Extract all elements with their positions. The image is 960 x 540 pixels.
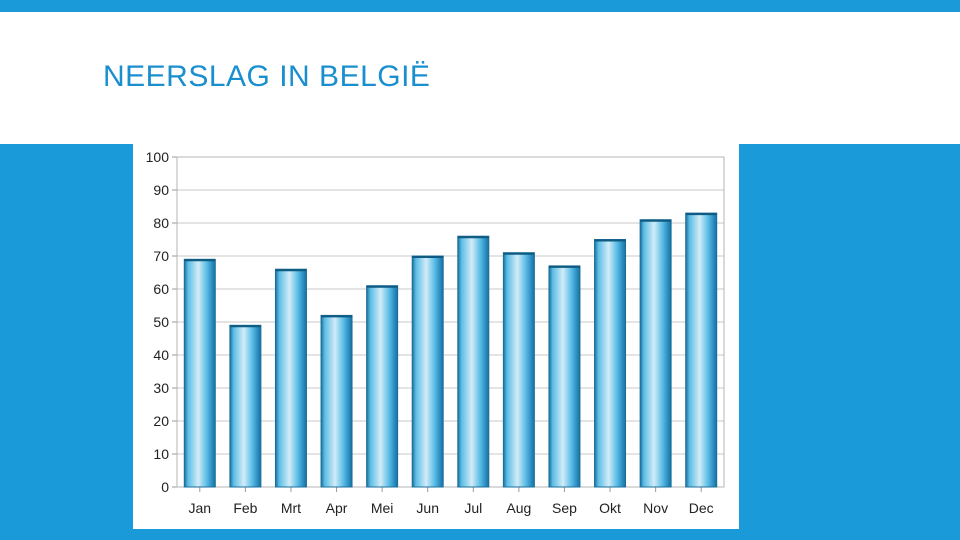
- bar-chart: 0 10 20 30 40 50 60 70 80 90 100 Jan Feb Mrt Apr Mei Ju…: [146, 149, 725, 516]
- bar-okt: [594, 239, 627, 488]
- y-tick-label: 10: [153, 446, 169, 462]
- y-tick-label: 40: [153, 347, 169, 363]
- bar-aug: [502, 252, 535, 488]
- x-tick-label: Apr: [326, 500, 348, 516]
- bar-nov: [639, 219, 672, 488]
- y-tick-label: 90: [153, 182, 169, 198]
- y-tick-label: 70: [153, 248, 169, 264]
- x-tick-label: Feb: [233, 500, 257, 516]
- bars: [183, 212, 718, 488]
- bar-apr: [320, 314, 353, 488]
- x-tick-label: Mrt: [281, 500, 301, 516]
- y-tick-labels: 0 10 20 30 40 50 60 70 80 90 100: [146, 149, 170, 495]
- bar-mrt: [274, 268, 307, 488]
- axes: [172, 156, 725, 492]
- x-tick-label: Sep: [552, 500, 577, 516]
- plot-frame: [176, 156, 725, 488]
- top-accent-bar: [0, 0, 960, 12]
- x-tick-label: Jun: [416, 500, 439, 516]
- y-tick-label: 0: [161, 479, 169, 495]
- title-area: [0, 12, 960, 144]
- x-tick-label: Dec: [689, 500, 714, 516]
- x-tick-label: Jul: [464, 500, 482, 516]
- x-tick-label: Mei: [371, 500, 394, 516]
- bar-jun: [411, 255, 444, 488]
- y-tick-label: 20: [153, 413, 169, 429]
- bar-dec: [685, 212, 718, 488]
- bar-mei: [366, 285, 399, 488]
- y-tick-label: 60: [153, 281, 169, 297]
- chart-panel: 0 10 20 30 40 50 60 70 80 90 100 Jan Feb Mrt Apr Mei Ju…: [133, 144, 739, 529]
- x-tick-label: Nov: [643, 500, 668, 516]
- slide-title: NEERSLAG IN BELGIË: [103, 60, 431, 93]
- y-tick-label: 100: [146, 149, 170, 165]
- y-tick-label: 30: [153, 380, 169, 396]
- bar-jul: [457, 235, 490, 488]
- x-tick-label: Aug: [506, 500, 531, 516]
- x-tick-labels: Jan Feb Mrt Apr Mei Jun Jul Aug Sep Okt Nov Dec: [189, 500, 714, 516]
- x-tick-label: Jan: [189, 500, 212, 516]
- x-tick-label: Okt: [599, 500, 621, 516]
- bar-sep: [548, 265, 581, 488]
- bar-jan: [183, 258, 216, 488]
- bar-feb: [229, 324, 262, 488]
- y-tick-label: 50: [153, 314, 169, 330]
- y-tick-label: 80: [153, 215, 169, 231]
